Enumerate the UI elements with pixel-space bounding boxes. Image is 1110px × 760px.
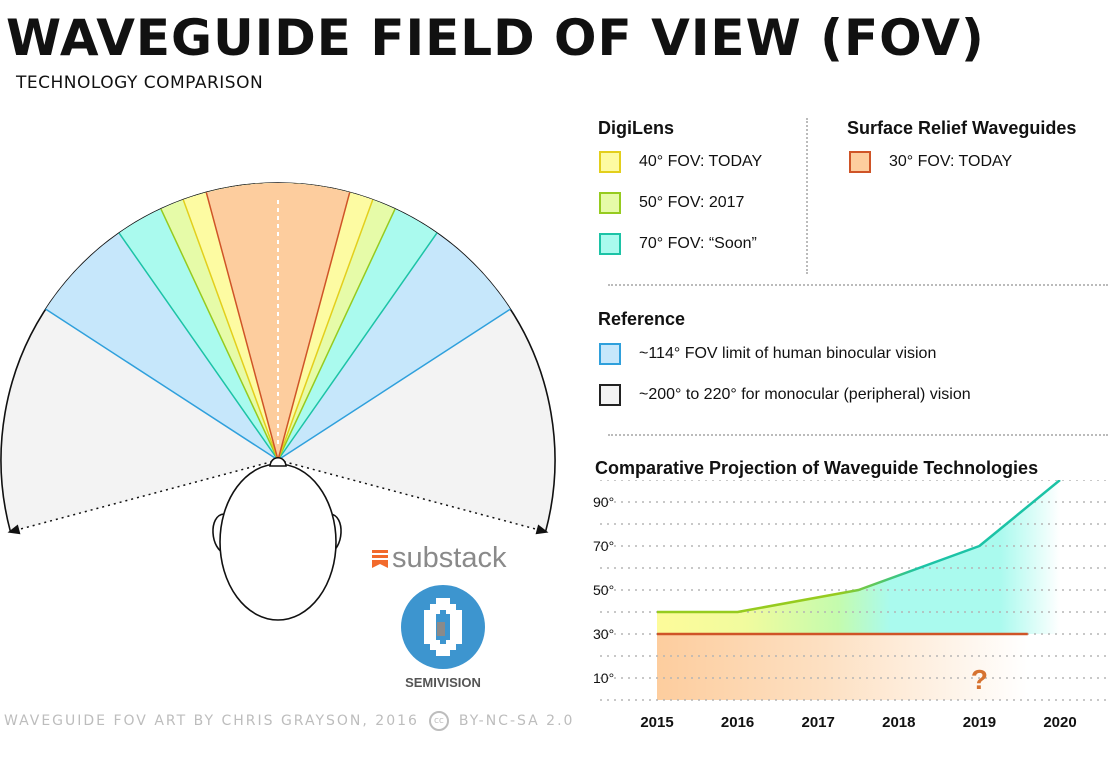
swatch-green	[599, 192, 621, 214]
y-tick-label: 70°	[593, 538, 614, 554]
chart-title: Comparative Projection of Waveguide Tech…	[595, 458, 1039, 478]
head	[219, 463, 337, 621]
legend-item-binocular: ~114° FOV limit of human binocular visio…	[599, 341, 936, 367]
legend-item-digilens-40: 40° FOV: TODAY	[599, 149, 762, 175]
license-text: BY-NC-SA 2.0	[458, 713, 575, 729]
legend-label: 30° FOV: TODAY	[889, 153, 1013, 170]
arrowhead-left	[7, 524, 21, 535]
edge-monocular-peripheral	[10, 459, 546, 533]
credit-text: WAVEGUIDE FOV ART BY CHRIS GRAYSON, 2016	[4, 713, 419, 729]
substack-wordmark: substack	[392, 542, 507, 574]
head-outline	[212, 456, 342, 621]
fov-diagram	[0, 182, 556, 621]
legend-item-digilens-70: 70° FOV: “Soon”	[599, 231, 757, 257]
area-surface-relief	[657, 634, 1028, 700]
projection-chart: 10° 30° 50° 70° 90° 2015 2016 2017 2018 2019 2020?	[593, 480, 1108, 731]
question-mark-annotation: ?	[971, 664, 988, 695]
semivision-wordmark: SEMIVISION	[405, 675, 481, 690]
swatch-blue	[599, 343, 621, 365]
y-tick-label: 10°	[593, 670, 614, 686]
x-tick-label: 2019	[963, 714, 996, 731]
legend-label: ~200° to 220° for monocular (peripheral)…	[639, 386, 971, 403]
swatch-teal	[599, 233, 621, 255]
swatch-orange	[849, 151, 871, 173]
legend-label: 70° FOV: “Soon”	[639, 235, 757, 252]
reference-heading: Reference	[598, 309, 686, 329]
legend-label: 50° FOV: 2017	[639, 194, 745, 211]
y-tick-label: 90°	[593, 494, 614, 510]
legend-divider-vertical	[806, 118, 808, 274]
swatch-yellow	[599, 151, 621, 173]
arc-monocular-peripheral	[0, 182, 556, 532]
legend-item-surface-relief-30: 30° FOV: TODAY	[849, 149, 1012, 175]
arrowhead-right	[535, 524, 549, 535]
x-tick-label: 2015	[640, 714, 673, 731]
chart-divider	[608, 434, 1108, 436]
area-digilens	[657, 480, 1060, 634]
digilens-heading: DigiLens	[598, 118, 675, 138]
y-tick-label: 50°	[593, 582, 614, 598]
y-tick-label: 30°	[593, 626, 614, 642]
creative-commons-icon: cc	[428, 711, 449, 731]
surface-relief-heading: Surface Relief Waveguides	[847, 118, 1077, 138]
legend-label: 40° FOV: TODAY	[639, 153, 763, 170]
x-tick-label: 2017	[802, 714, 835, 731]
swatch-gray	[599, 384, 621, 406]
substack-logo: substack	[372, 542, 506, 575]
x-tick-label: 2016	[721, 714, 754, 731]
page-subtitle: TECHNOLOGY COMPARISON	[16, 73, 264, 93]
x-tick-label: 2020	[1043, 714, 1076, 731]
credit-line: WAVEGUIDE FOV ART BY CHRIS GRAYSON, 2016…	[4, 711, 574, 731]
legend-divider	[608, 284, 1108, 286]
substack-icon	[372, 549, 388, 568]
semivision-logo-icon	[401, 585, 485, 669]
legend-label: ~114° FOV limit of human binocular visio…	[639, 345, 937, 362]
line-digilens	[657, 480, 1061, 614]
page-title: WAVEGUIDE FIELD OF VIEW (FOV)	[6, 9, 985, 67]
nose	[269, 456, 287, 467]
legend-item-monocular: ~200° to 220° for monocular (peripheral)…	[599, 382, 971, 408]
legend-item-digilens-50: 50° FOV: 2017	[599, 190, 744, 216]
x-tick-label: 2018	[882, 714, 915, 731]
